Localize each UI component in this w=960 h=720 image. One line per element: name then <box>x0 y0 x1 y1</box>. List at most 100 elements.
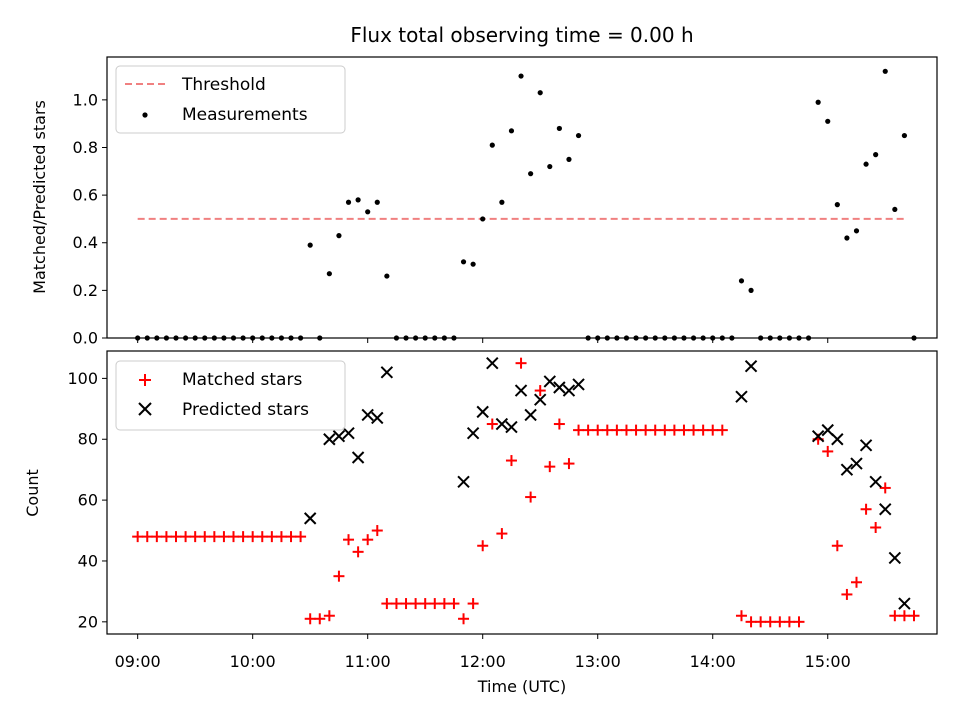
matched-point <box>563 458 575 470</box>
predicted-point <box>524 408 537 422</box>
measurement-point <box>326 271 332 277</box>
matched-point <box>640 424 652 436</box>
measurement-point <box>863 161 869 167</box>
matched-point <box>352 546 364 558</box>
matched-point <box>707 424 719 436</box>
measurement-point <box>355 197 361 203</box>
matched-point <box>189 531 201 543</box>
matched-point <box>247 531 259 543</box>
matched-point <box>908 610 920 622</box>
matched-point <box>793 616 805 628</box>
matched-point <box>410 598 422 610</box>
measurement-point <box>556 125 562 132</box>
predicted-point <box>811 429 825 443</box>
x-tick-label: 10:00 <box>230 652 276 671</box>
matched-point <box>343 534 355 546</box>
ratio-legend: Threshold Measurements <box>115 65 346 134</box>
ratio-axes-frame <box>106 56 938 339</box>
measurement-point <box>853 228 860 234</box>
x-tick-label: 15:00 <box>805 652 851 671</box>
measurement-point <box>748 287 754 293</box>
predicted-point <box>850 457 863 470</box>
x-tick-label: 09:00 <box>115 652 161 671</box>
measurement-point <box>537 90 543 96</box>
measurement-point <box>566 156 572 162</box>
y-tick-label: 0.6 <box>73 186 98 205</box>
matched-point <box>649 424 661 436</box>
matched-point <box>496 528 508 540</box>
matched-point <box>592 424 604 436</box>
predicted-point <box>534 393 547 406</box>
y-tick-label: 100 <box>67 369 98 388</box>
predicted-point <box>505 420 518 434</box>
matched-point <box>553 418 565 430</box>
predicted-point <box>553 381 566 394</box>
predicted-point <box>332 429 346 443</box>
matched-point <box>218 531 230 543</box>
measurement-point <box>374 199 380 205</box>
predicted-point <box>351 451 365 464</box>
matched-point <box>659 424 671 436</box>
y-tick-label: 60 <box>78 491 98 510</box>
predicted-point <box>543 375 557 388</box>
matched-point <box>850 576 862 588</box>
matched-point <box>180 531 192 543</box>
legend-predicted-label: Predicted stars <box>182 400 309 420</box>
y-tick-label: 0.8 <box>73 138 98 157</box>
matched-point <box>764 616 776 628</box>
matched-point <box>889 610 901 622</box>
x-tick-label: 11:00 <box>345 652 391 671</box>
matched-point <box>611 424 623 436</box>
predicted-point <box>869 475 882 489</box>
matched-point <box>228 531 240 543</box>
measurement-point <box>825 118 831 124</box>
measurement-point <box>336 233 342 239</box>
matched-point <box>381 598 393 610</box>
matched-point <box>429 598 441 610</box>
matched-point <box>582 424 594 436</box>
matched-point <box>745 616 757 628</box>
measurement-point <box>365 209 371 215</box>
matched-point <box>697 424 709 436</box>
matched-point <box>668 424 680 436</box>
matched-point <box>515 357 527 369</box>
matched-point <box>534 385 546 397</box>
y-tick-label: 0.0 <box>73 329 98 348</box>
measurement-point <box>384 273 390 279</box>
count-axes-frame <box>106 350 938 635</box>
measurement-point <box>844 235 850 241</box>
predicted-point <box>495 417 509 431</box>
matched-point <box>304 613 316 625</box>
matched-point <box>285 531 297 543</box>
x-tick-label: 14:00 <box>690 652 736 671</box>
matched-point <box>323 610 335 622</box>
matched-point <box>295 531 307 543</box>
matched-point <box>678 424 690 436</box>
matched-point <box>860 503 872 515</box>
measurement-point <box>480 216 486 222</box>
y-tick-label: 80 <box>78 430 98 449</box>
ratio-y-axis-label: Matched/Predicted stars <box>30 100 49 294</box>
matched-point <box>688 424 700 436</box>
measurement-point <box>882 68 888 74</box>
predicted-point <box>514 384 528 397</box>
matched-point <box>333 570 345 582</box>
predicted-point <box>486 356 499 370</box>
predicted-point <box>744 360 758 373</box>
predicted-point <box>342 426 355 440</box>
measurement-point <box>815 99 821 105</box>
y-tick-label: 1.0 <box>73 90 98 109</box>
matched-point <box>362 534 374 546</box>
matched-point <box>448 598 460 610</box>
matched-point <box>783 616 795 628</box>
legend-measurements-label: Measurements <box>182 105 308 125</box>
matched-point <box>275 531 287 543</box>
y-tick-label: 40 <box>78 551 98 570</box>
matched-point <box>831 540 843 552</box>
matched-point <box>879 482 891 494</box>
measurement-point <box>499 199 505 205</box>
matched-point <box>735 610 747 622</box>
legend-predicted-swatch <box>138 402 152 416</box>
predicted-point <box>457 475 470 489</box>
matched-point <box>151 531 163 543</box>
